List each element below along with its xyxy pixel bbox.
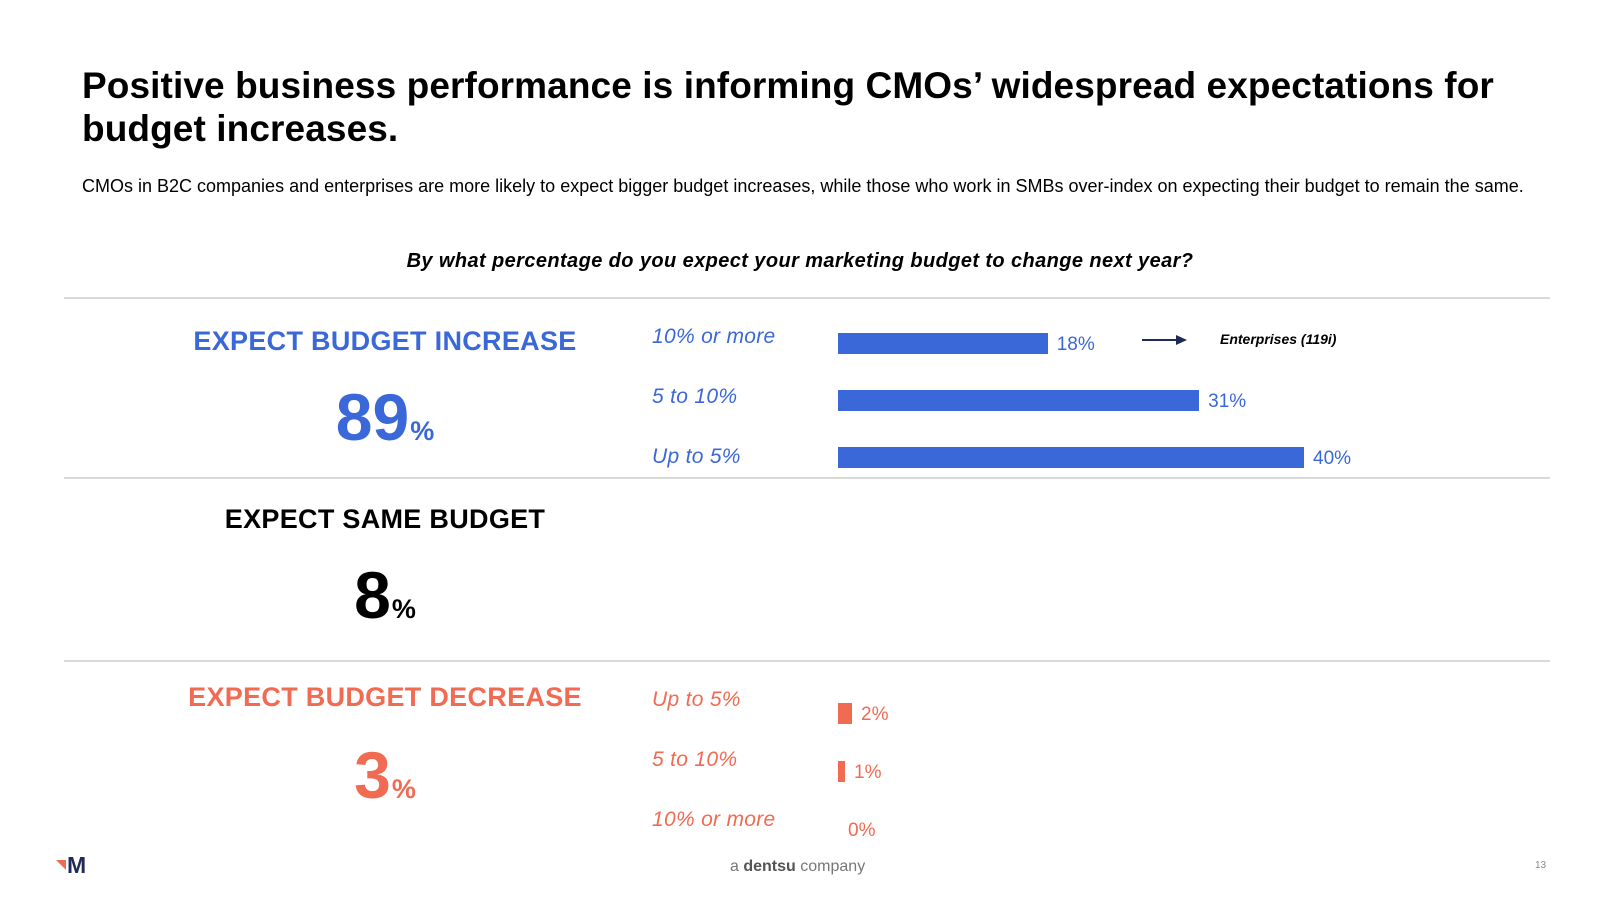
enterprises-annotation: Enterprises (119i) (1220, 331, 1337, 347)
decrease-category-label: 5 to 10% (652, 748, 738, 771)
footer-brand-name: dentsu (743, 858, 796, 875)
merkle-logo-icon: M (54, 852, 94, 881)
increase-total-value: 89 (335, 380, 410, 454)
increase-category-label: 10% or more (652, 325, 776, 348)
same-total-unit: % (391, 594, 416, 624)
same-total-value: 8 (354, 558, 391, 632)
decrease-category-label: 10% or more (652, 808, 776, 831)
increase-bar (838, 390, 1200, 411)
survey-question: By what percentage do you expect your ma… (406, 250, 1194, 272)
same-section-label: EXPECT SAME BUDGET (224, 504, 546, 534)
decrease-bar (838, 703, 852, 724)
increase-total-unit: % (410, 416, 435, 446)
footer-suffix: company (800, 858, 866, 875)
increase-value-label: 31% (1208, 391, 1247, 412)
page-title: Positive business performance is informi… (82, 65, 1494, 149)
page-subtitle: CMOs in B2C companies and enterprises ar… (82, 176, 1524, 196)
increase-total: 89% (160, 382, 610, 466)
divider (64, 297, 1550, 299)
increase-value-label: 40% (1313, 448, 1352, 469)
decrease-bar (838, 761, 845, 782)
decrease-section-label: EXPECT BUDGET DECREASE (188, 682, 582, 712)
increase-value-label: 18% (1056, 334, 1095, 355)
increase-bar (838, 333, 1048, 354)
footer-prefix: a (730, 858, 739, 875)
same-total: 8% (160, 560, 610, 644)
increase-section-label: EXPECT BUDGET INCREASE (193, 326, 577, 356)
decrease-total: 3% (160, 740, 610, 824)
decrease-value-label: 0% (848, 820, 876, 841)
page-number: 13 (1535, 860, 1547, 871)
increase-category-label: Up to 5% (652, 445, 741, 468)
divider (64, 660, 1550, 662)
decrease-total-value: 3 (354, 738, 391, 812)
increase-bar (838, 447, 1304, 468)
decrease-value-label: 1% (854, 762, 882, 783)
logo-letter: M (67, 852, 86, 876)
footer-brand: a dentsu company (730, 858, 865, 876)
decrease-category-label: Up to 5% (652, 688, 741, 711)
divider (64, 477, 1550, 479)
decrease-total-unit: % (391, 774, 416, 804)
decrease-value-label: 2% (861, 704, 889, 725)
arrow-right-icon (1142, 335, 1187, 345)
increase-category-label: 5 to 10% (652, 385, 738, 408)
